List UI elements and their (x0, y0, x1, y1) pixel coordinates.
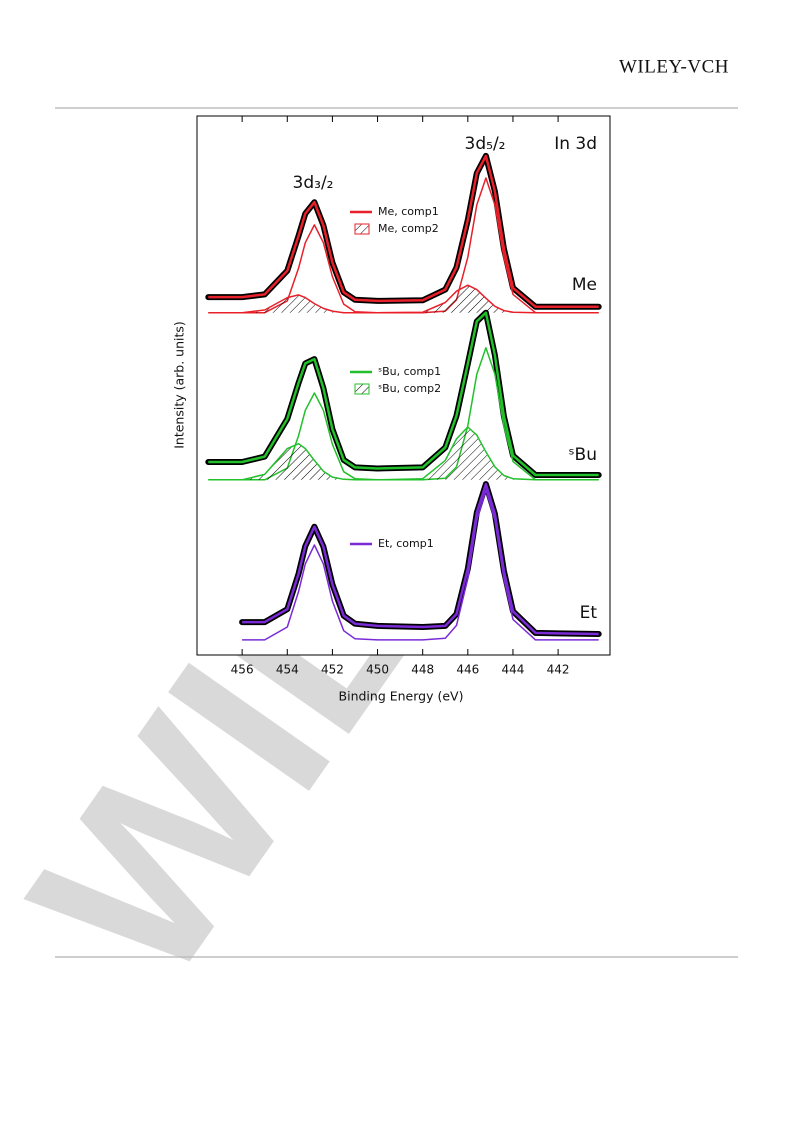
hatched-area (208, 427, 599, 480)
peak-annotation: 3d₅/₂ (465, 134, 506, 154)
plot-frame (196, 115, 611, 656)
plot-area: 456 454 452 450 448 446 444 442 Me, comp1 Me, com… (205, 116, 602, 677)
panel-label: Me (572, 275, 597, 295)
component-curve (242, 489, 599, 641)
x-tick-label: 456 (231, 663, 254, 677)
data-curve (208, 154, 599, 309)
component-curve (208, 284, 599, 314)
x-tick-label: 448 (411, 663, 434, 677)
component-curve (208, 426, 599, 481)
data-curve (242, 482, 599, 636)
x-axis-label: Binding Energy (eV) (339, 689, 464, 704)
publisher-logo: WILEY-VCH (619, 56, 729, 77)
legend-swatch (354, 223, 370, 235)
x-tick-label: 454 (276, 663, 299, 677)
hatched-area (208, 285, 599, 313)
region-annotation: In 3d (554, 134, 597, 154)
legend-label: ˢBu, comp2 (378, 382, 441, 395)
data-curve (208, 311, 599, 477)
legend-label: ˢBu, comp1 (378, 365, 441, 378)
x-tick-label: 444 (502, 663, 525, 677)
legend-swatch (354, 383, 370, 395)
panel-label: ˢBu (568, 445, 597, 465)
legend-label: Me, comp1 (378, 205, 439, 218)
x-tick-label: 452 (321, 663, 344, 677)
peak-annotation: 3d₃/₂ (293, 173, 334, 193)
y-axis-label: Intensity (arb. units) (172, 321, 187, 449)
panel-label: Et (580, 603, 598, 623)
x-tick-label: 446 (456, 663, 479, 677)
x-tick-label: 442 (547, 663, 570, 677)
x-tick-label: 450 (366, 663, 389, 677)
legend-label: Me, comp2 (378, 222, 439, 235)
legend-label: Et, comp1 (378, 537, 434, 550)
